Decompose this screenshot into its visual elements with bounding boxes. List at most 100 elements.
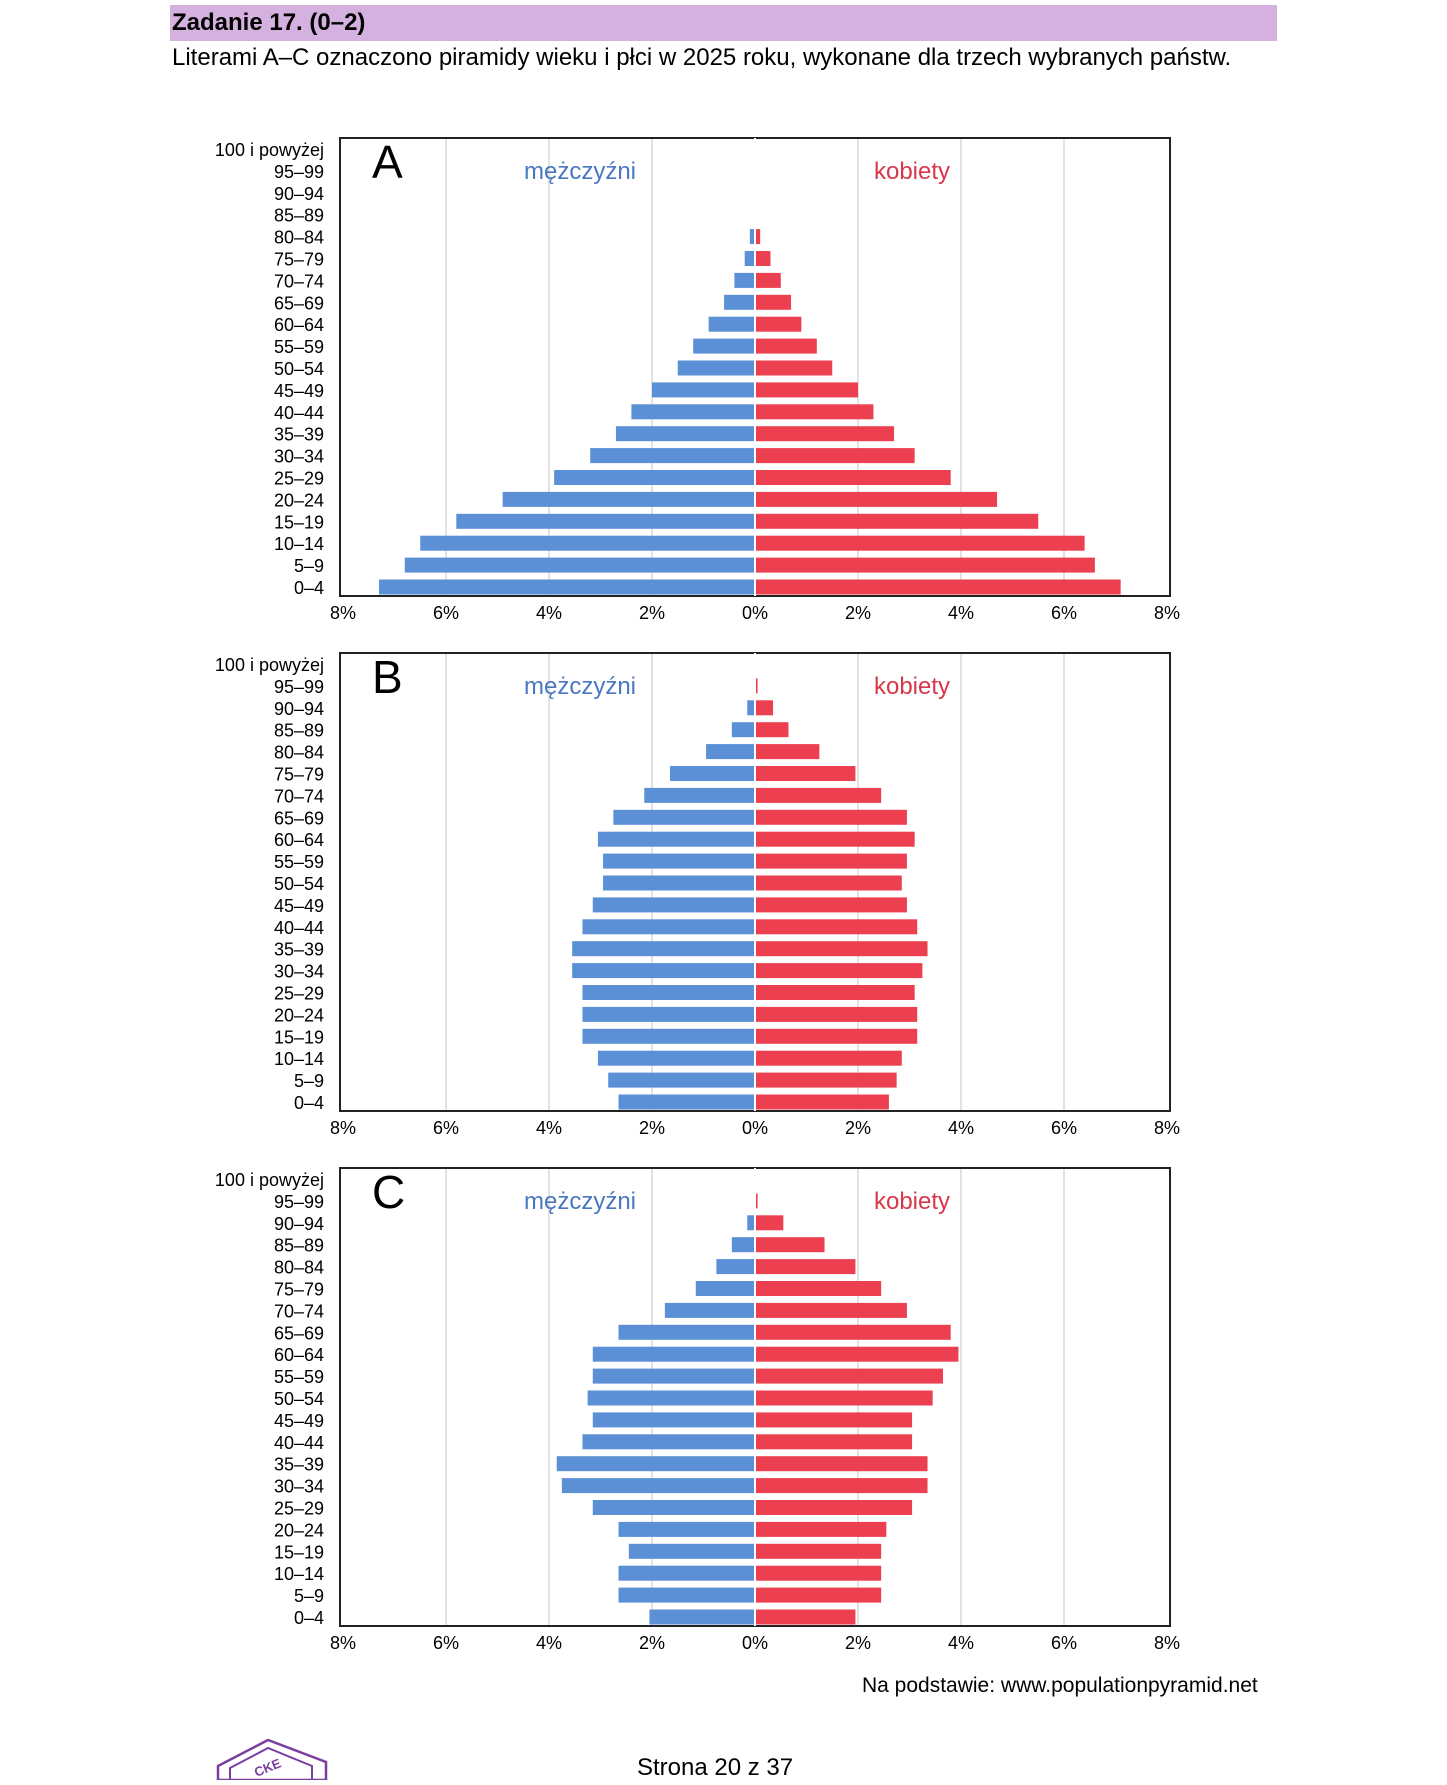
female-bar: [755, 1500, 913, 1515]
female-bar: [755, 251, 771, 266]
page-number: Strona 20 z 37: [637, 1754, 794, 1781]
female-bar: [755, 360, 833, 376]
x-tick-label: 2%: [845, 603, 871, 623]
age-group-label: 80–84: [274, 228, 324, 248]
male-bar: [744, 251, 755, 266]
age-group-label: 5–9: [294, 556, 324, 576]
age-group-label: 95–99: [274, 162, 324, 182]
age-group-label: 60–64: [274, 830, 324, 850]
age-group-label: 75–79: [274, 250, 324, 270]
x-tick-label: 2%: [845, 1118, 871, 1138]
x-tick-label: 8%: [330, 1633, 356, 1653]
x-tick-label: 6%: [1051, 603, 1077, 623]
female-bar: [755, 897, 907, 913]
male-bar: [582, 919, 755, 935]
female-bar: [755, 1193, 758, 1209]
age-group-label: 60–64: [274, 1345, 324, 1365]
female-bar: [755, 1259, 856, 1275]
female-bar: [755, 941, 928, 957]
age-group-label: 35–39: [274, 940, 324, 960]
male-bar: [603, 875, 755, 891]
male-bar: [708, 316, 755, 332]
age-group-label: 10–14: [274, 534, 324, 554]
male-bar: [597, 1050, 755, 1066]
male-bar: [631, 404, 755, 420]
male-bar: [747, 1215, 755, 1231]
male-bar: [582, 985, 755, 1000]
age-group-label: 100 i powyżej: [215, 140, 324, 160]
female-bar: [755, 1215, 784, 1231]
age-group-label: 5–9: [294, 1586, 324, 1606]
female-bar: [755, 579, 1121, 595]
pyramid-chart-c: 100 i powyżej 95–99 90–94 85–89 80–84 75–79 70…: [0, 1160, 1447, 1660]
female-bar: [755, 1521, 887, 1537]
age-group-label: 95–99: [274, 677, 324, 697]
female-bar: [755, 404, 874, 420]
age-group-label: 85–89: [274, 721, 324, 741]
age-group-label: 5–9: [294, 1071, 324, 1091]
male-bar: [749, 229, 755, 245]
female-series-label: kobiety: [874, 158, 950, 185]
female-bar: [755, 1565, 882, 1581]
age-group-label: 0–4: [294, 1093, 324, 1113]
x-tick-label: 6%: [433, 603, 459, 623]
x-tick-label: 4%: [536, 603, 562, 623]
female-bar: [755, 1478, 928, 1494]
female-bar: [755, 491, 998, 507]
x-tick-label: 8%: [330, 1118, 356, 1138]
male-bar: [618, 1587, 755, 1603]
age-group-label: 70–74: [274, 271, 324, 291]
male-bar: [644, 787, 755, 803]
female-bar: [755, 229, 761, 245]
age-group-label: 20–24: [274, 1005, 324, 1025]
female-bar: [755, 722, 789, 738]
x-tick-label: 6%: [1051, 1118, 1077, 1138]
age-group-label: 100 i powyżej: [215, 655, 324, 675]
male-bar: [628, 1543, 755, 1559]
male-bar: [572, 941, 755, 957]
female-bar: [755, 316, 802, 332]
female-bar: [755, 1412, 913, 1428]
age-group-label: 10–14: [274, 1564, 324, 1584]
female-bar: [755, 809, 907, 825]
female-bar: [755, 1072, 897, 1088]
age-group-label: 20–24: [274, 1520, 324, 1540]
age-group-label: 90–94: [274, 699, 324, 719]
x-tick-label: 2%: [639, 1118, 665, 1138]
age-group-label: 30–34: [274, 447, 324, 467]
male-bar: [618, 1565, 755, 1581]
female-bar: [755, 985, 915, 1000]
male-bar: [590, 448, 755, 464]
male-bar: [379, 579, 755, 595]
female-bar: [755, 1237, 825, 1253]
x-tick-label: 0%: [742, 1633, 768, 1653]
age-group-label: 15–19: [274, 1027, 324, 1047]
exam-board-logo: CKE: [208, 1738, 328, 1785]
male-series-label: mężczyźni: [524, 673, 636, 700]
age-group-label: 90–94: [274, 184, 324, 204]
female-bar: [755, 787, 882, 803]
age-group-label: 0–4: [294, 578, 324, 598]
female-bar: [755, 272, 781, 288]
x-tick-label: 4%: [536, 1118, 562, 1138]
male-bar: [731, 1237, 755, 1253]
age-group-label: 55–59: [274, 852, 324, 872]
female-bar: [755, 1050, 902, 1066]
female-bar: [755, 1324, 951, 1340]
male-bar: [561, 1478, 755, 1494]
age-group-label: 55–59: [274, 337, 324, 357]
female-bar: [755, 1543, 882, 1559]
male-bar: [618, 1324, 755, 1340]
age-group-label: 30–34: [274, 1477, 324, 1497]
female-bar: [755, 1587, 882, 1603]
male-bar: [587, 1390, 755, 1406]
age-group-label: 100 i powyżej: [215, 1170, 324, 1190]
female-bar: [755, 700, 774, 716]
male-bar: [652, 382, 755, 398]
x-tick-label: 6%: [1051, 1633, 1077, 1653]
age-group-label: 15–19: [274, 512, 324, 532]
female-bar: [755, 875, 902, 891]
age-group-label: 85–89: [274, 1236, 324, 1256]
male-bar: [613, 809, 755, 825]
female-bar: [755, 338, 817, 354]
